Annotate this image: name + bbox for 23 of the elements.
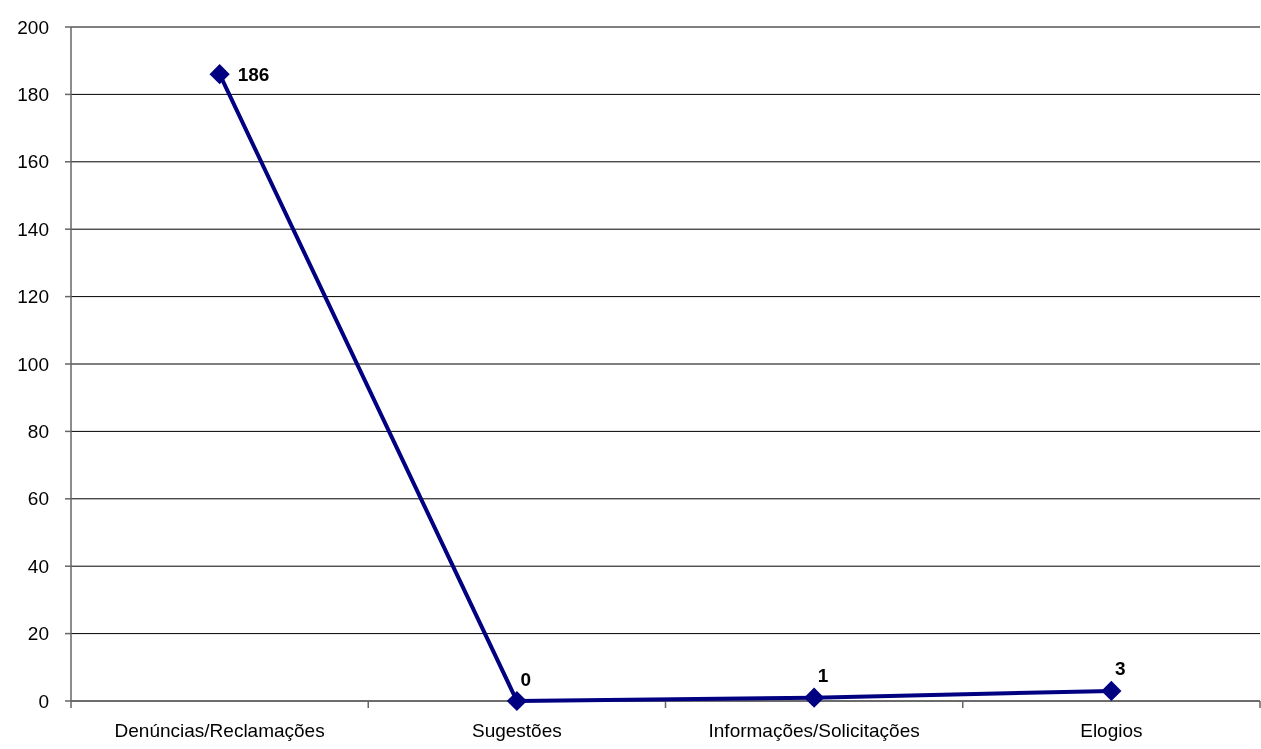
data-label: 186 — [237, 63, 270, 85]
x-tick-label: Denúncias/Reclamações — [114, 720, 325, 741]
x-tick-label: Informações/Solicitações — [708, 720, 920, 741]
y-tick-label: 160 — [17, 151, 49, 173]
y-tick-label: 60 — [27, 488, 49, 510]
data-label: 1 — [817, 665, 829, 687]
y-tick-label: 200 — [17, 16, 49, 38]
x-tick-label: Sugestões — [471, 720, 562, 741]
y-tick-label: 100 — [17, 353, 49, 375]
y-tick-label: 120 — [17, 286, 49, 308]
point — [1101, 680, 1122, 701]
x-tick-label: Elogios — [1080, 720, 1143, 741]
point — [209, 64, 230, 85]
data-label: 0 — [520, 668, 532, 690]
y-tick-label: 80 — [27, 420, 49, 442]
y-tick-label: 180 — [17, 83, 49, 105]
point — [506, 690, 527, 712]
data-label: 3 — [1115, 658, 1126, 680]
y-tick-label: 140 — [17, 218, 49, 240]
y-tick-label: 0 — [38, 690, 49, 712]
point — [804, 687, 825, 708]
y-tick-label: 20 — [27, 623, 49, 645]
y-tick-label: 40 — [27, 555, 49, 577]
